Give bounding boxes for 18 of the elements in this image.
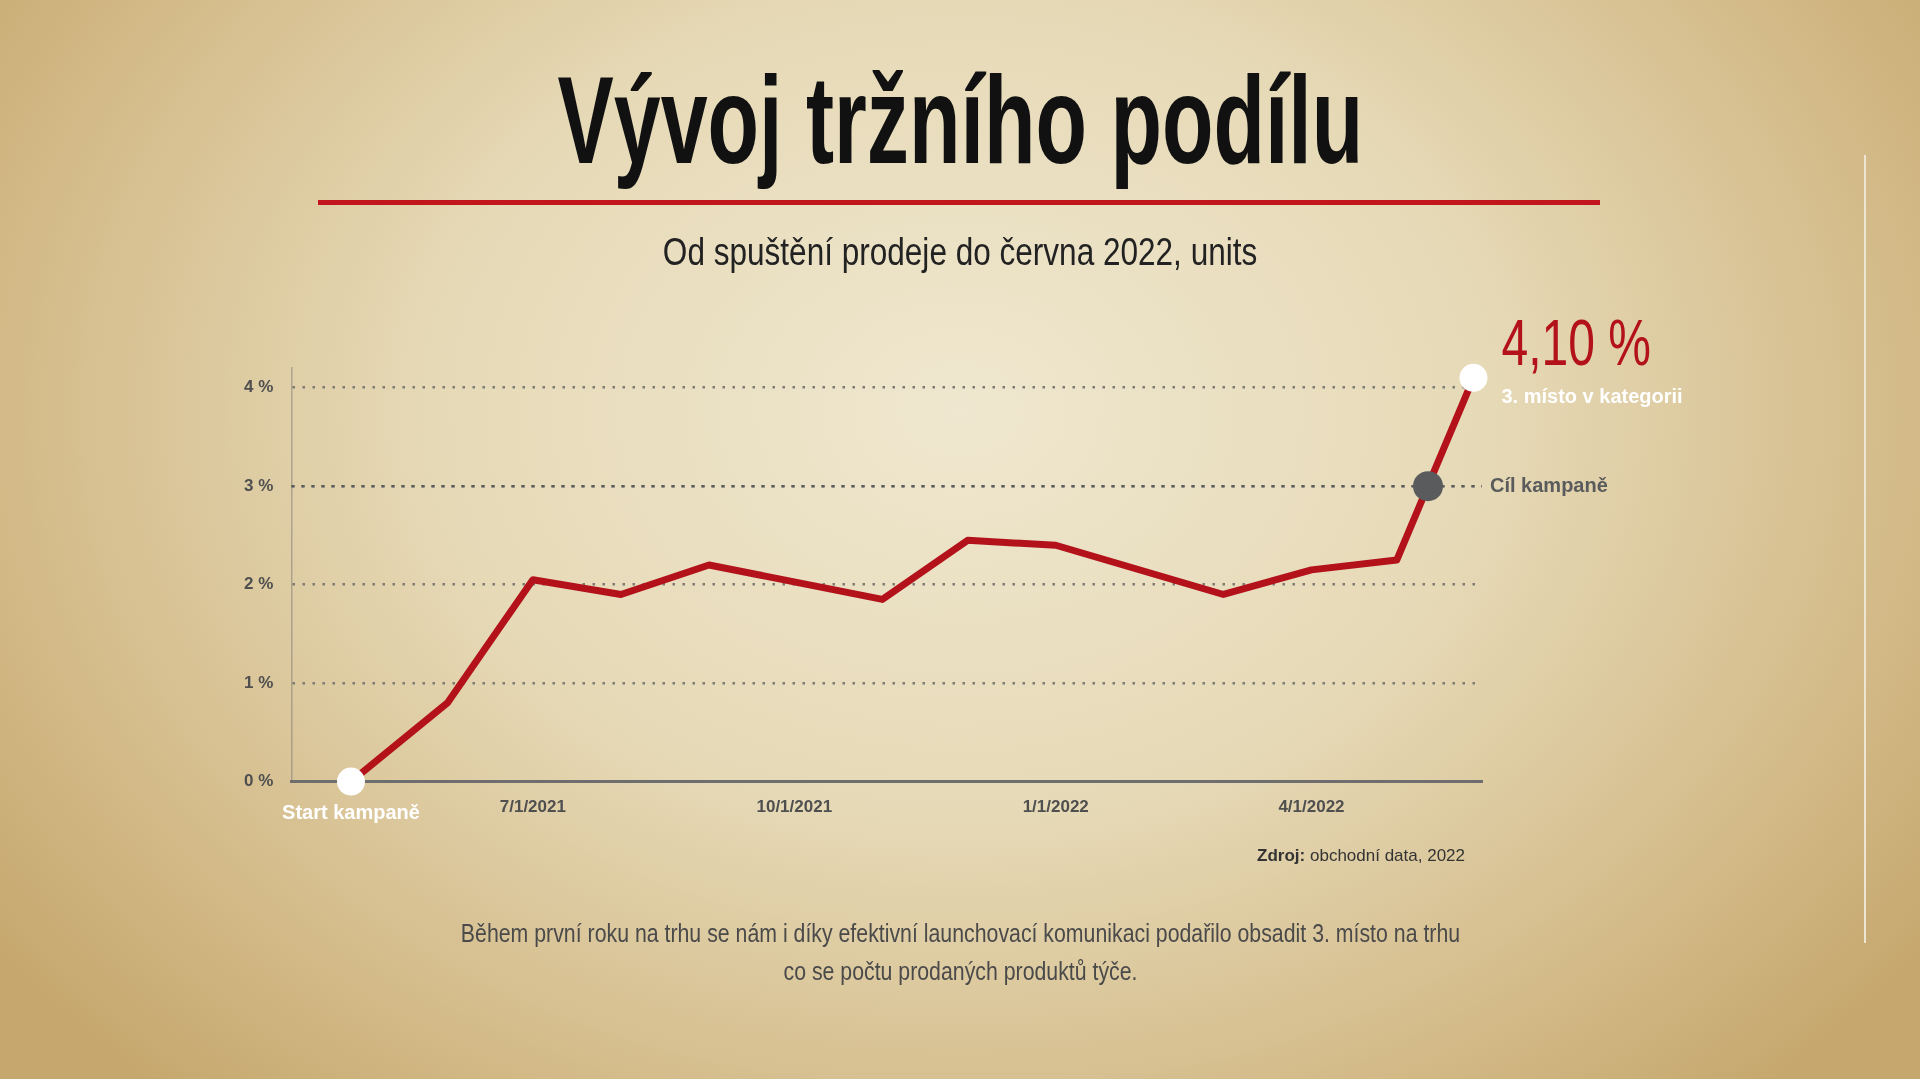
text: Zdroj: obchodní data, 2022 (1257, 846, 1465, 865)
annotation: Start kampaně (282, 801, 420, 824)
y-tick-label: 2 % (244, 574, 274, 594)
y-tick-label: 1 % (244, 672, 274, 692)
x-tick-label: 7/1/2021 (499, 797, 566, 817)
ref-line-label: Cíl kampaně (1490, 473, 1608, 496)
y-tick-label: 4 % (244, 377, 274, 397)
x-tick-label: 4/1/2022 (1278, 797, 1345, 817)
x-tick-label: 1/1/2022 (1022, 797, 1089, 817)
y-tick-label: 3 % (244, 475, 274, 495)
data-label: 4,10 % (1501, 307, 1651, 380)
text: Během první roku na trhu se nám i díky efektivní launchovací komunikaci podařilo obsadit 3. místo na trhu co se počtu prodaných produktů týče. (459, 918, 1461, 987)
annotation: 3. místo v kategorii (1501, 385, 1683, 408)
point (1413, 471, 1444, 502)
x-tick-label: 10/1/2021 (756, 797, 833, 817)
chart-title: Vývoj tržního podílu (557, 51, 1363, 189)
y-tick-label: 0 % (244, 771, 274, 791)
chart-subtitle: Od spuštění prodeje do června 2022, units (662, 231, 1258, 273)
